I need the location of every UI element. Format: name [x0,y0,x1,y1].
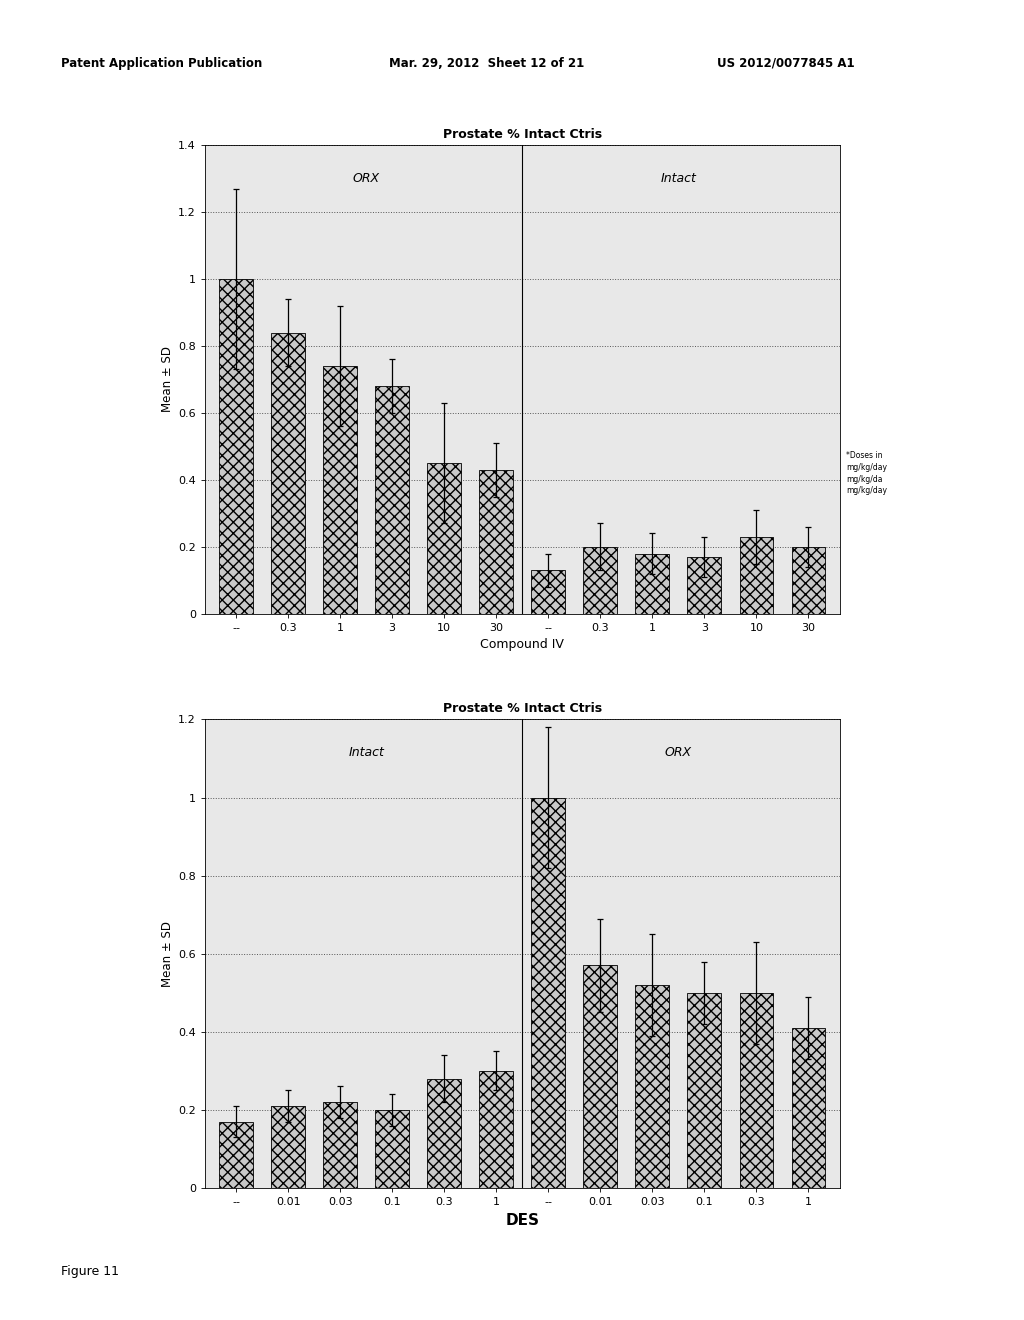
Bar [792,546,825,614]
Bar [219,1122,253,1188]
Bar [427,463,461,614]
Bar [739,993,773,1188]
Text: *Doses in
mg/kg/day
mg/kg/da
mg/kg/day: *Doses in mg/kg/day mg/kg/da mg/kg/day [846,451,887,495]
Bar [324,366,357,614]
Bar [219,279,253,614]
Bar [687,557,721,614]
Text: ORX: ORX [352,172,380,185]
Bar [584,965,617,1188]
Bar [271,333,305,614]
Bar [479,1071,513,1188]
Bar [271,1106,305,1188]
X-axis label: DES: DES [505,1213,540,1228]
Bar [324,1102,357,1188]
Y-axis label: Mean ± SD: Mean ± SD [161,921,174,987]
Bar [375,387,409,614]
X-axis label: Compound IV: Compound IV [480,639,564,651]
Text: Mar. 29, 2012  Sheet 12 of 21: Mar. 29, 2012 Sheet 12 of 21 [389,57,585,70]
Bar [636,553,670,614]
Text: Patent Application Publication: Patent Application Publication [61,57,263,70]
Bar [531,570,565,614]
Bar [636,985,670,1188]
Text: Intact: Intact [348,746,384,759]
Bar [375,1110,409,1188]
Bar [427,1078,461,1188]
Text: Intact: Intact [660,172,696,185]
Bar [739,537,773,614]
Y-axis label: Mean ± SD: Mean ± SD [161,346,174,412]
Title: Prostate % Intact Ctris: Prostate % Intact Ctris [442,702,602,715]
Bar [479,470,513,614]
Bar [584,546,617,614]
Text: ORX: ORX [665,746,692,759]
Bar [792,1028,825,1188]
Text: US 2012/0077845 A1: US 2012/0077845 A1 [717,57,854,70]
Title: Prostate % Intact Ctris: Prostate % Intact Ctris [442,128,602,141]
Bar [531,797,565,1188]
Text: Figure 11: Figure 11 [61,1265,120,1278]
Bar [687,993,721,1188]
